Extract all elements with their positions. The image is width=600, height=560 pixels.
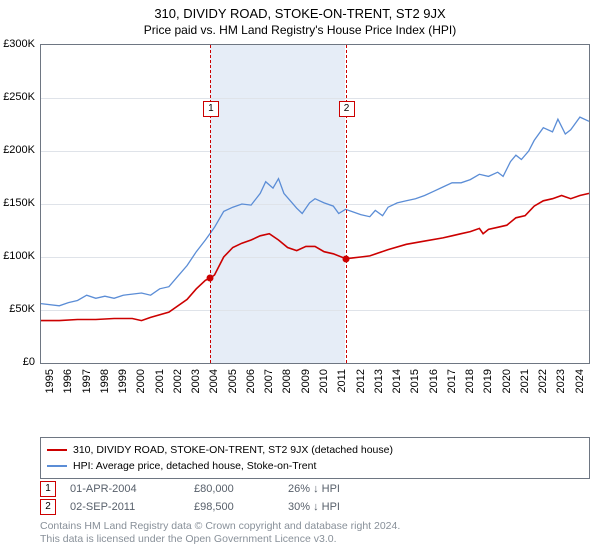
y-tick-label: £300K — [0, 38, 35, 50]
footer-line2: This data is licensed under the Open Gov… — [40, 533, 590, 546]
x-tick-label: 2008 — [281, 369, 293, 393]
transaction-row: 1 01-APR-2004 £80,000 26% ↓ HPI — [40, 480, 590, 498]
legend-swatch — [47, 449, 67, 451]
x-tick-label: 2000 — [135, 369, 147, 393]
plot-area: 12 — [40, 44, 590, 364]
legend-label: 310, DIVIDY ROAD, STOKE-ON-TRENT, ST2 9J… — [73, 442, 393, 458]
transaction-price: £80,000 — [194, 480, 274, 498]
transaction-number-box: 2 — [40, 499, 56, 515]
y-tick-label: £100K — [0, 250, 35, 262]
x-tick-label: 2022 — [537, 369, 549, 393]
x-tick-label: 2023 — [555, 369, 567, 393]
series-property — [41, 193, 589, 320]
x-tick-label: 2020 — [501, 369, 513, 393]
y-tick-label: £200K — [0, 144, 35, 156]
x-tick-label: 2021 — [519, 369, 531, 393]
legend-item: 310, DIVIDY ROAD, STOKE-ON-TRENT, ST2 9J… — [47, 442, 583, 458]
footer: Contains HM Land Registry data © Crown c… — [40, 520, 590, 546]
transaction-vline-label: 2 — [339, 101, 355, 117]
transaction-date: 01-APR-2004 — [70, 480, 180, 498]
y-tick-label: £0 — [0, 356, 35, 368]
x-tick-label: 2003 — [190, 369, 202, 393]
x-tick-label: 2010 — [318, 369, 330, 393]
x-tick-label: 2016 — [428, 369, 440, 393]
x-tick-label: 2011 — [336, 369, 348, 393]
chart: 12 £0£50K£100K£150K£200K£250K£300K199519… — [40, 44, 590, 400]
x-tick-label: 1996 — [62, 369, 74, 393]
x-tick-label: 2001 — [154, 369, 166, 393]
legend-swatch — [47, 465, 67, 467]
footer-line1: Contains HM Land Registry data © Crown c… — [40, 520, 590, 533]
x-tick-label: 2014 — [391, 369, 403, 393]
legend-item: HPI: Average price, detached house, Stok… — [47, 458, 583, 474]
transaction-diff: 26% ↓ HPI — [288, 480, 398, 498]
x-tick-label: 1999 — [117, 369, 129, 393]
transaction-vline — [210, 45, 211, 363]
x-tick-label: 2019 — [482, 369, 494, 393]
x-tick-label: 1998 — [99, 369, 111, 393]
transaction-price: £98,500 — [194, 498, 274, 516]
transaction-diff: 30% ↓ HPI — [288, 498, 398, 516]
x-tick-label: 2009 — [300, 369, 312, 393]
transaction-number-box: 1 — [40, 481, 56, 497]
legend: 310, DIVIDY ROAD, STOKE-ON-TRENT, ST2 9J… — [40, 437, 590, 479]
x-tick-label: 2024 — [574, 369, 586, 393]
transaction-date: 02-SEP-2011 — [70, 498, 180, 516]
x-tick-label: 2017 — [446, 369, 458, 393]
x-tick-label: 2015 — [409, 369, 421, 393]
x-tick-label: 2005 — [227, 369, 239, 393]
x-tick-label: 2012 — [355, 369, 367, 393]
y-tick-label: £50K — [0, 303, 35, 315]
transaction-marker — [342, 255, 349, 262]
x-tick-label: 1995 — [44, 369, 56, 393]
chart-svg — [41, 45, 589, 363]
x-tick-label: 2007 — [263, 369, 275, 393]
x-tick-label: 2006 — [245, 369, 257, 393]
transaction-vline — [346, 45, 347, 363]
transaction-marker — [206, 275, 213, 282]
y-tick-label: £150K — [0, 197, 35, 209]
page-title: 310, DIVIDY ROAD, STOKE-ON-TRENT, ST2 9J… — [0, 0, 600, 21]
page-subtitle: Price paid vs. HM Land Registry's House … — [0, 21, 600, 41]
y-tick-label: £250K — [0, 91, 35, 103]
transaction-vline-label: 1 — [203, 101, 219, 117]
x-tick-label: 1997 — [81, 369, 93, 393]
x-tick-label: 2013 — [373, 369, 385, 393]
x-tick-label: 2004 — [208, 369, 220, 393]
legend-label: HPI: Average price, detached house, Stok… — [73, 458, 316, 474]
transaction-table: 1 01-APR-2004 £80,000 26% ↓ HPI 2 02-SEP-2011… — [40, 480, 590, 516]
series-hpi — [41, 117, 589, 306]
x-tick-label: 2018 — [464, 369, 476, 393]
transaction-row: 2 02-SEP-2011 £98,500 30% ↓ HPI — [40, 498, 590, 516]
x-tick-label: 2002 — [172, 369, 184, 393]
